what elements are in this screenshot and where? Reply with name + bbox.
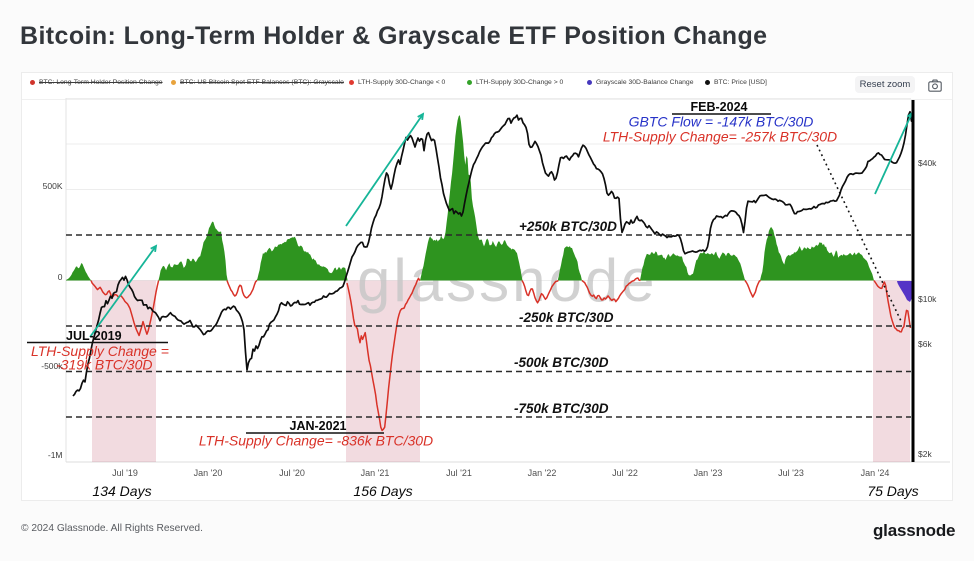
svg-text:LTH-Supply Change= -836k BTC/3: LTH-Supply Change= -836k BTC/30D — [199, 433, 433, 449]
svg-text:$2k: $2k — [918, 449, 932, 459]
svg-text:-500k BTC/30D: -500k BTC/30D — [514, 355, 609, 370]
svg-text:+250k BTC/30D: +250k BTC/30D — [519, 219, 617, 234]
svg-text:-250k BTC/30D: -250k BTC/30D — [519, 310, 614, 325]
svg-text:FEB-2024: FEB-2024 — [691, 100, 748, 114]
svg-text:GBTC Flow = -147k BTC/30D: GBTC Flow = -147k BTC/30D — [629, 114, 814, 130]
svg-text:-319k BTC/30D: -319k BTC/30D — [56, 357, 152, 373]
svg-text:Jan '22: Jan '22 — [528, 468, 557, 478]
svg-text:156 Days: 156 Days — [353, 483, 412, 499]
svg-text:$10k: $10k — [918, 294, 937, 304]
svg-text:0: 0 — [58, 272, 63, 282]
svg-text:LTH-Supply Change =: LTH-Supply Change = — [31, 343, 169, 359]
svg-text:Jan '20: Jan '20 — [194, 468, 223, 478]
svg-text:134 Days: 134 Days — [92, 483, 151, 499]
svg-text:75 Days: 75 Days — [867, 483, 918, 499]
svg-text:Jul '19: Jul '19 — [112, 468, 138, 478]
svg-text:-500k: -500k — [41, 361, 63, 371]
svg-text:$40k: $40k — [918, 158, 937, 168]
svg-text:JAN-2021: JAN-2021 — [290, 419, 347, 433]
svg-text:500K: 500K — [43, 181, 63, 191]
svg-text:Jan '21: Jan '21 — [361, 468, 390, 478]
svg-text:Jul '21: Jul '21 — [446, 468, 472, 478]
svg-text:LTH-Supply Change= -257k BTC/3: LTH-Supply Change= -257k BTC/30D — [603, 129, 837, 145]
svg-text:$6k: $6k — [918, 339, 932, 349]
svg-text:Jan '23: Jan '23 — [694, 468, 723, 478]
svg-text:-1M: -1M — [48, 450, 63, 460]
svg-text:-750k BTC/30D: -750k BTC/30D — [514, 401, 609, 416]
svg-text:Jul '20: Jul '20 — [279, 468, 305, 478]
svg-text:JUL-2019: JUL-2019 — [66, 329, 122, 343]
svg-text:Jul '22: Jul '22 — [612, 468, 638, 478]
svg-text:Jul '23: Jul '23 — [778, 468, 804, 478]
svg-text:Jan '24: Jan '24 — [861, 468, 890, 478]
